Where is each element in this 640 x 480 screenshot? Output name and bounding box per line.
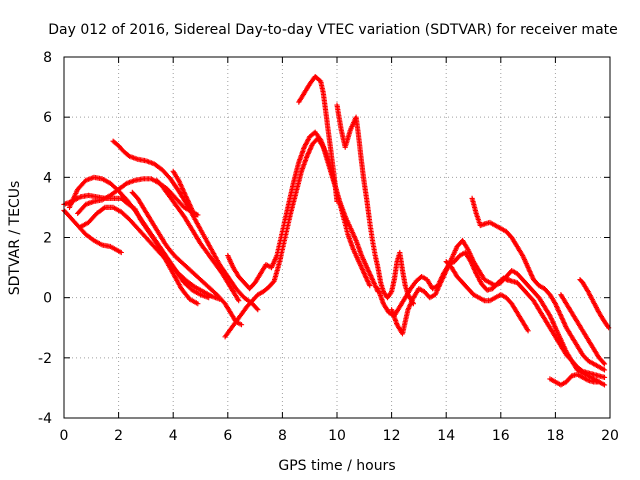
series-track-11 (225, 129, 373, 292)
series-track-10 (222, 135, 381, 340)
x-tick-label: 8 (278, 428, 287, 444)
series-track-20 (558, 292, 608, 367)
y-tick-label: -2 (38, 351, 52, 367)
data-markers (225, 129, 373, 292)
series-track-21 (577, 277, 612, 331)
x-tick-label: 10 (328, 428, 346, 444)
data-markers (154, 177, 242, 304)
data-markers (296, 74, 340, 204)
x-tick-label: 6 (223, 428, 232, 444)
data-points (61, 74, 612, 388)
data-markers (77, 204, 223, 302)
axis-ticks (63, 56, 611, 419)
x-tick-labels: 0 2 4 6 8 10 12 14 16 18 20 (60, 428, 619, 444)
x-axis-label: GPS time / hours (278, 458, 395, 474)
series-track-16 (443, 259, 531, 334)
data-markers (334, 102, 416, 307)
y-tick-label: 2 (43, 231, 52, 247)
data-markers (547, 371, 602, 388)
y-tick-label: 8 (43, 50, 52, 66)
y-tick-label: 4 (43, 170, 52, 186)
x-tick-label: 2 (114, 428, 123, 444)
series-track-7 (129, 189, 245, 328)
series-track-8 (154, 177, 242, 304)
x-tick-label: 12 (383, 428, 401, 444)
y-axis-label: SDTVAR / TECUs (7, 181, 23, 296)
y-tick-labels: -4 -2 0 2 4 6 8 (38, 50, 52, 427)
chart-title: Day 012 of 2016, Sidereal Day-to-day VTE… (48, 22, 618, 38)
x-tick-label: 20 (601, 428, 619, 444)
data-markers (469, 195, 608, 373)
data-markers (222, 135, 381, 340)
data-markers (577, 277, 612, 331)
data-markers (61, 207, 124, 256)
series-track-6 (110, 138, 261, 313)
series-track-12 (296, 74, 340, 204)
series-track-18 (503, 277, 608, 380)
x-tick-label: 18 (546, 428, 564, 444)
x-tick-label: 16 (492, 428, 510, 444)
data-markers (558, 292, 608, 367)
y-tick-label: 6 (43, 110, 52, 126)
y-tick-label: 0 (43, 291, 52, 307)
series-track-5 (77, 204, 223, 302)
data-markers (110, 138, 261, 313)
series-track-1 (61, 207, 124, 256)
data-markers (129, 189, 245, 328)
series-track-13 (334, 102, 416, 307)
series-track-17 (469, 195, 608, 373)
series-track-19 (547, 371, 602, 388)
x-tick-label: 4 (169, 428, 178, 444)
x-tick-label: 0 (60, 428, 69, 444)
data-markers (443, 259, 531, 334)
y-tick-label: -4 (38, 411, 52, 427)
data-markers (503, 277, 608, 380)
x-tick-label: 14 (437, 428, 455, 444)
grid-lines (64, 57, 610, 418)
data-markers (170, 168, 198, 219)
series-track-9 (170, 168, 198, 219)
